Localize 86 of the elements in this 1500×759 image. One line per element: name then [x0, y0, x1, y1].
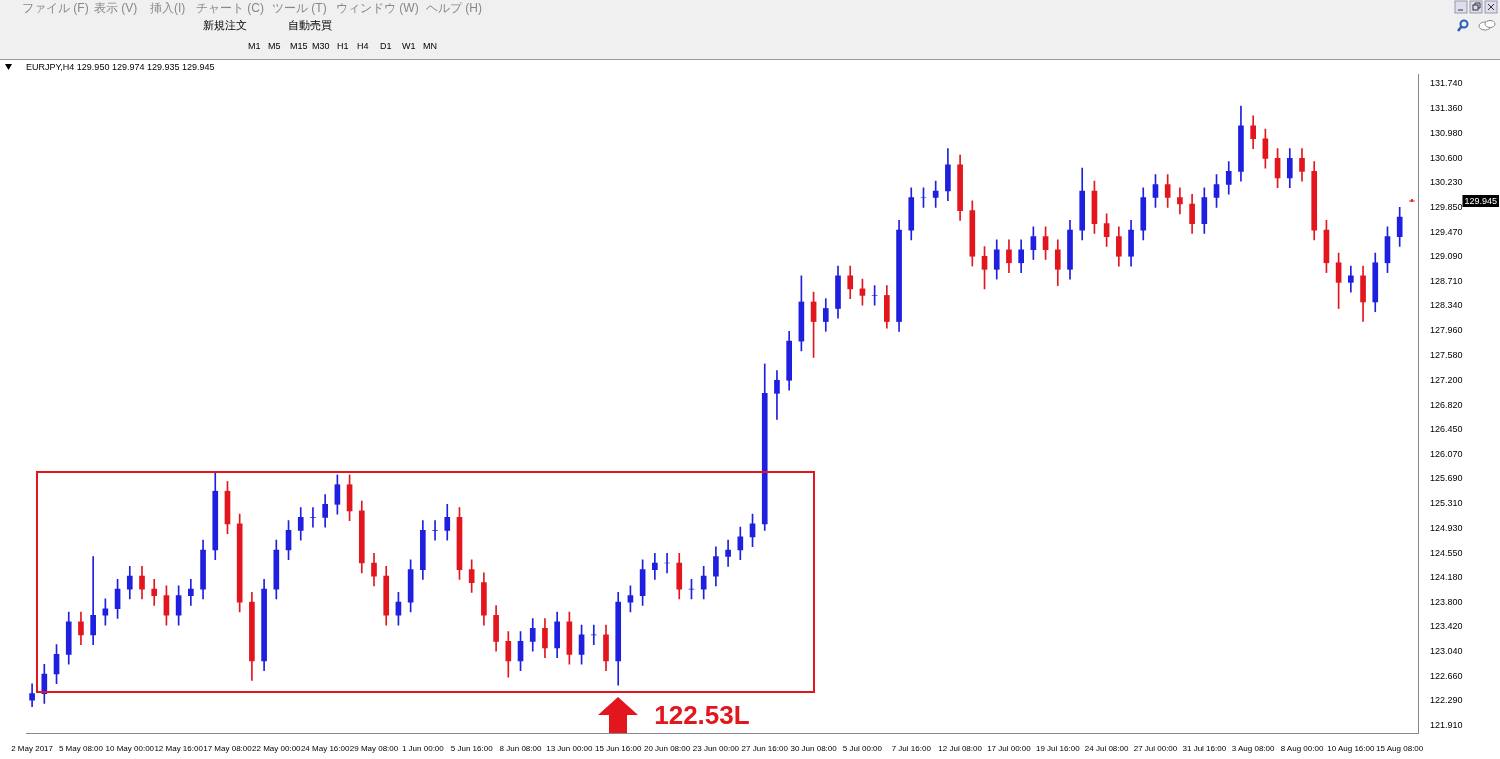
y-tick-label: 127.960 [1430, 325, 1463, 336]
x-tick-label: 15 Jun 16:00 [595, 744, 642, 754]
candlestick [188, 579, 194, 606]
text: M30 [312, 41, 330, 51]
x-tick-label: 17 May 08:00 [203, 744, 253, 754]
candlestick [432, 520, 438, 541]
y-tick-label: 124.550 [1430, 547, 1463, 558]
x-tick-label: 5 May 08:00 [58, 744, 104, 754]
y-tick-label: 131.360 [1430, 103, 1463, 114]
candlestick [725, 539, 731, 567]
y-tick-label: 128.710 [1430, 276, 1463, 287]
x-tick-label: 12 Jul 08:00 [938, 744, 983, 754]
text: 挿入(I) [150, 0, 186, 17]
x-tick-label: 19 Jul 16:00 [1035, 744, 1081, 754]
y-tick-label: 124.930 [1430, 522, 1463, 533]
x-tick-label: 30 Jun 08:00 [790, 744, 838, 754]
y-tick-label: 127.200 [1430, 374, 1463, 385]
text: ヘルプ (H) [426, 0, 482, 17]
text: W1 [402, 41, 416, 51]
x-tick-label: 24 Jul 08:00 [1084, 744, 1129, 754]
text: MN [423, 41, 437, 51]
x-tick-label: 7 Jul 16:00 [891, 744, 932, 754]
x-tick-label: 23 Jun 00:00 [692, 744, 740, 754]
x-tick-label: 31 Jul 16:00 [1182, 744, 1227, 754]
text: M5 [268, 41, 281, 51]
candlestick [151, 579, 158, 606]
y-tick-label: 123.040 [1430, 646, 1463, 657]
candlestick [310, 507, 316, 528]
x-tick-label: 8 Aug 00:00 [1280, 744, 1324, 754]
x-tick-label: 27 Jun 16:00 [741, 744, 789, 754]
text: 表示 (V) [94, 0, 138, 17]
y-tick-label: 126.450 [1430, 423, 1463, 434]
text: ファイル (F) [22, 0, 89, 17]
candlestick [932, 180, 939, 208]
x-tick-label: 10 Aug 16:00 [1327, 744, 1375, 754]
x-tick-label: 5 Jul 00:00 [842, 744, 883, 754]
y-tick-label: 129.850 [1430, 201, 1463, 212]
y-tick-label: 130.600 [1430, 152, 1463, 163]
y-tick-label: 126.820 [1430, 399, 1463, 410]
text: 新規注文 [203, 18, 247, 33]
y-tick-label: 129.470 [1430, 226, 1463, 237]
y-tick-label: 121.910 [1430, 720, 1463, 731]
text: M1 [248, 41, 261, 51]
x-tick-label: 17 Jul 00:00 [987, 744, 1032, 754]
candlestick [1177, 187, 1183, 215]
x-tick-label: 1 Jun 00:00 [401, 744, 445, 754]
x-tick-label: 20 Jun 08:00 [643, 744, 691, 754]
annotation: 122.53L [654, 700, 750, 731]
y-tick-label: 127.580 [1430, 349, 1463, 360]
x-tick-label: 8 Jun 08:00 [499, 744, 542, 754]
x-tick-label: 22 May 00:00 [252, 744, 302, 754]
text: M15 [290, 41, 308, 51]
x-tick-label: 10 May 00:00 [105, 744, 155, 754]
y-tick-label: 130.980 [1430, 128, 1463, 139]
y-tick-label: 129.090 [1430, 251, 1463, 262]
x-tick-label: 15 Aug 08:00 [1376, 744, 1424, 754]
x-tick-label: 3 Aug 08:00 [1231, 744, 1276, 754]
x-tick-label: 27 Jul 00:00 [1133, 744, 1178, 754]
text: チャート (C) [196, 0, 264, 17]
x-tick-label: 5 Jun 16:00 [450, 744, 494, 754]
text: H4 [357, 41, 369, 51]
x-tick-label: 29 May 08:00 [349, 744, 399, 754]
y-tick-label: 131.740 [1430, 78, 1463, 89]
y-tick-label: 124.180 [1430, 571, 1463, 582]
chart-title: EURJPY,H4 129.950 129.974 129.935 129.945 [26, 61, 215, 72]
y-tick-label: 123.800 [1430, 596, 1463, 607]
y-tick-label: 125.690 [1430, 473, 1463, 484]
text: ツール (T) [272, 0, 327, 17]
x-tick-label: 12 May 16:00 [154, 744, 204, 754]
candlestick [652, 552, 658, 580]
x-tick-label: 13 Jun 00:00 [546, 744, 594, 754]
y-tick-label: 123.420 [1430, 621, 1463, 632]
x-tick-label: 2 May 2017 [11, 744, 54, 754]
text: 129.945 [1464, 195, 1498, 206]
y-tick-label: 122.660 [1430, 671, 1463, 682]
x-tick-label: 24 May 16:00 [300, 744, 350, 754]
text: H1 [337, 41, 349, 51]
text: ウィンドウ (W) [336, 0, 419, 17]
y-tick-label: 125.310 [1430, 498, 1463, 509]
y-tick-label: 126.070 [1430, 448, 1463, 459]
y-tick-label: 122.290 [1430, 695, 1463, 706]
y-tick-label: 130.230 [1430, 176, 1463, 187]
y-tick-label: 128.340 [1430, 300, 1463, 311]
text: 自動売買 [288, 18, 332, 33]
text: D1 [380, 41, 392, 51]
candlestick [90, 556, 96, 645]
